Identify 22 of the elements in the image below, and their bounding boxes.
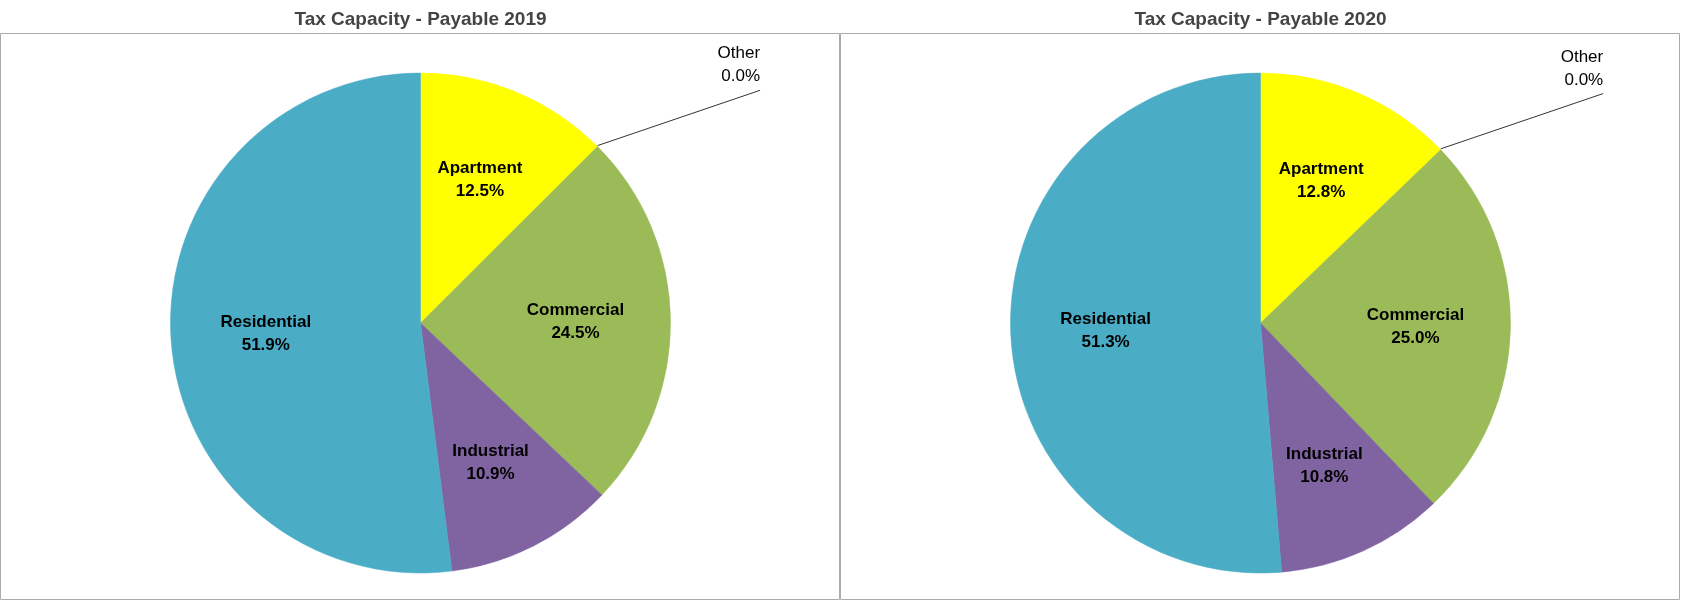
chart-title: Tax Capacity - Payable 2020 <box>1134 7 1387 29</box>
data-label: 12.5% <box>455 181 505 201</box>
chart-title: Tax Capacity - Payable 2019 <box>294 7 547 29</box>
data-label: 10.9% <box>466 463 515 483</box>
data-label: 10.8% <box>1300 466 1349 486</box>
data-label: 12.8% <box>1297 181 1346 201</box>
slice-label: Residential <box>220 311 312 331</box>
data-label: 51.3% <box>1081 331 1130 351</box>
data-label: 25.0% <box>1391 328 1440 348</box>
slice-label: Industrial <box>1286 444 1363 464</box>
category-label: Other <box>1560 46 1604 66</box>
slice-label: Commercial <box>1366 305 1465 325</box>
category-label: Other <box>717 43 761 63</box>
slice-label: Residential <box>1060 308 1151 328</box>
text: 0.0% <box>1564 69 1604 89</box>
data-label: 24.5% <box>551 322 600 342</box>
slice-label: Industrial <box>452 441 529 461</box>
data-label: 51.9% <box>241 334 290 354</box>
text: 0.0% <box>721 66 761 86</box>
slice-label: Apartment <box>437 158 523 178</box>
slice-label: Apartment <box>1278 158 1365 178</box>
slice-label: Commercial <box>526 300 625 320</box>
